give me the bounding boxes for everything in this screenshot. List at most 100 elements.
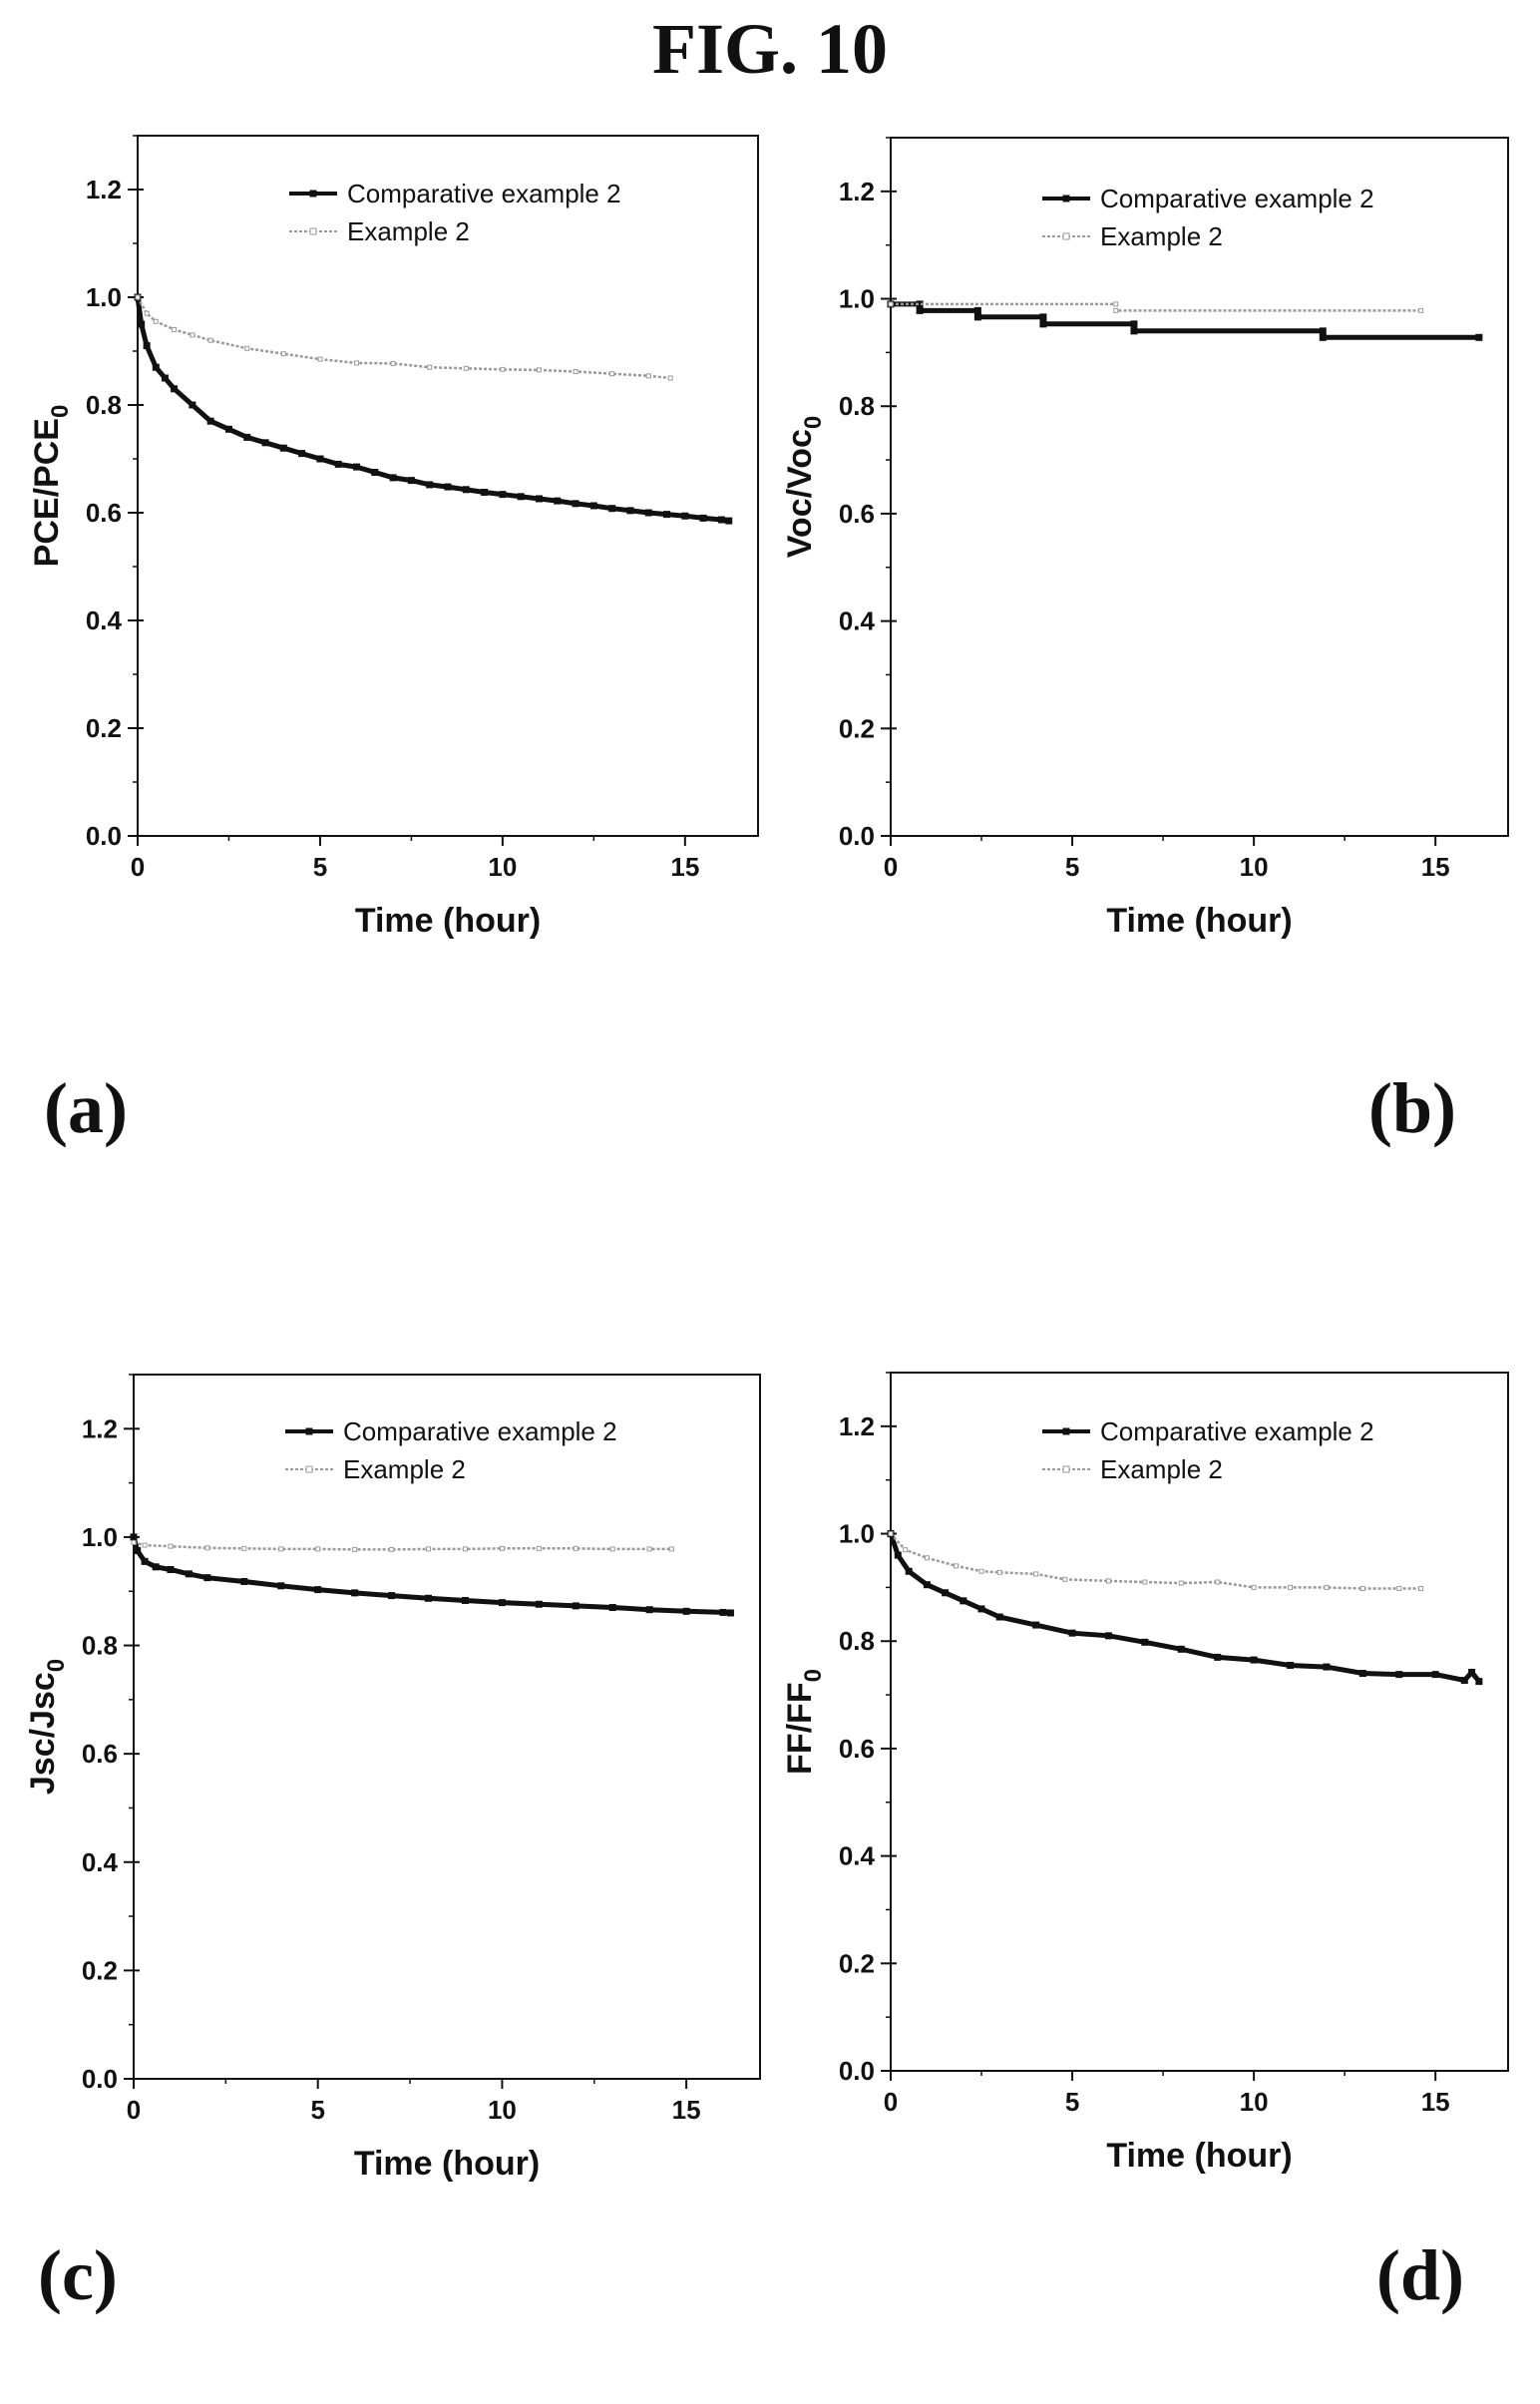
data-point	[1431, 1671, 1439, 1679]
x-tick-label: 10	[488, 2095, 517, 2125]
y-tick-label: 0.0	[839, 821, 875, 851]
data-point	[608, 1604, 616, 1612]
data-point	[1288, 1584, 1294, 1590]
y-tick-label: 0.2	[82, 1955, 118, 1985]
data-point	[1323, 1663, 1331, 1671]
x-tick-label: 15	[1421, 2087, 1450, 2117]
data-point	[573, 369, 578, 375]
data-point	[316, 455, 324, 463]
data-point	[1359, 1585, 1365, 1591]
data-point	[646, 1546, 652, 1552]
legend-marker	[305, 1427, 313, 1435]
plot-frame	[133, 1374, 761, 2080]
data-point	[1039, 313, 1047, 321]
legend-marker	[309, 190, 317, 198]
data-point	[142, 1542, 148, 1548]
data-point	[426, 481, 434, 489]
data-point	[1418, 1585, 1424, 1591]
y-axis-title-group: Voc/Voc0	[781, 416, 827, 558]
data-point	[954, 1563, 960, 1569]
data-point	[499, 491, 507, 499]
data-point	[141, 1557, 149, 1565]
data-point	[973, 313, 981, 321]
series-line-example-2	[133, 1541, 672, 1551]
x-axis-title: Time (hour)	[1106, 2137, 1292, 2175]
chart-panel-c: 0.0 0.2 0.4 0.6 0.8 1.0 1.2 0 5 10 15 Time (hour) Js…	[0, 1357, 768, 2404]
legend-marker	[1062, 195, 1070, 202]
series-line-comparative-example-2	[131, 1536, 731, 1616]
data-point	[1358, 1670, 1366, 1678]
x-tick-label: 5	[313, 852, 327, 882]
y-tick-label: 0.6	[839, 499, 875, 529]
data-point	[207, 337, 213, 343]
data-point	[168, 1543, 174, 1549]
y-tick-label: 1.0	[839, 284, 875, 314]
data-point	[573, 1545, 578, 1551]
data-point	[608, 505, 616, 513]
data-point	[589, 502, 597, 510]
data-point	[1130, 320, 1138, 328]
x-axis-title: Time (hour)	[1106, 902, 1292, 940]
data-point	[888, 301, 894, 307]
data-point	[352, 1546, 358, 1552]
data-point	[143, 342, 151, 350]
data-point	[1068, 1629, 1076, 1637]
data-point	[167, 1566, 175, 1574]
data-point	[1319, 327, 1327, 335]
legend-marker	[1062, 1465, 1070, 1473]
data-point	[185, 1570, 192, 1578]
y-tick-label: 1.2	[82, 1413, 118, 1443]
y-tick-label: 0.6	[82, 1739, 118, 1769]
data-point	[500, 366, 506, 372]
data-point	[1324, 1584, 1330, 1590]
x-tick-label: 15	[670, 852, 699, 882]
data-point	[1475, 333, 1483, 341]
y-tick-label: 0.8	[86, 390, 122, 420]
data-point	[161, 374, 169, 382]
data-point	[645, 373, 651, 379]
chart-panel-b: 0.0 0.2 0.4 0.6 0.8 1.0 1.2 0 5 10 15 Time (hour) Vo…	[758, 120, 1526, 1167]
data-point	[682, 1607, 690, 1615]
y-axis-title-group: PCE/PCE0	[28, 405, 74, 568]
data-point	[389, 1546, 395, 1552]
data-point	[130, 1533, 138, 1541]
data-point	[317, 356, 323, 362]
y-axis-title: FF/FF0	[781, 1669, 827, 1775]
series-line-example-2	[136, 296, 671, 380]
legend-label: Example 2	[347, 216, 470, 246]
data-point	[190, 332, 195, 338]
y-tick-label: 0.8	[839, 1626, 875, 1656]
y-tick-label: 1.2	[839, 1411, 875, 1441]
x-axis-title: Time (hour)	[354, 2145, 540, 2183]
plot-group: 0.0 0.2 0.4 0.6 0.8 1.0 1.2 0 5 10 15 Time (hour) FF…	[781, 1372, 1509, 2175]
data-point	[144, 310, 150, 316]
legend-marker	[1062, 232, 1070, 240]
data-point	[1113, 307, 1119, 313]
data-point	[461, 1596, 469, 1604]
y-tick-label: 1.0	[86, 282, 122, 312]
y-tick-label: 0.0	[86, 821, 122, 851]
legend-label: Example 2	[343, 1454, 466, 1484]
data-point	[894, 1551, 902, 1559]
data-point	[668, 1546, 674, 1552]
data-point	[243, 433, 251, 441]
data-point	[978, 1568, 984, 1574]
data-point	[996, 1569, 1002, 1575]
chart-panel-d: 0.0 0.2 0.4 0.6 0.8 1.0 1.2 0 5 10 15 Time (hour) FF…	[758, 1357, 1526, 2404]
data-point	[1039, 320, 1047, 328]
data-point	[481, 488, 489, 496]
y-tick-label: 1.2	[839, 177, 875, 206]
y-axis-title-group: FF/FF0	[781, 1669, 827, 1775]
data-point	[390, 360, 396, 366]
data-point	[572, 500, 579, 508]
y-tick-label: 0.2	[839, 713, 875, 743]
y-tick-label: 1.2	[86, 175, 122, 204]
data-point	[942, 1589, 950, 1597]
data-point	[204, 1545, 210, 1551]
data-point	[903, 1547, 909, 1553]
data-point	[681, 512, 689, 520]
x-tick-label: 0	[131, 852, 145, 882]
data-point	[1141, 1638, 1149, 1646]
legend-label: Comparative example 2	[1100, 184, 1374, 213]
x-tick-label: 15	[1421, 852, 1450, 882]
